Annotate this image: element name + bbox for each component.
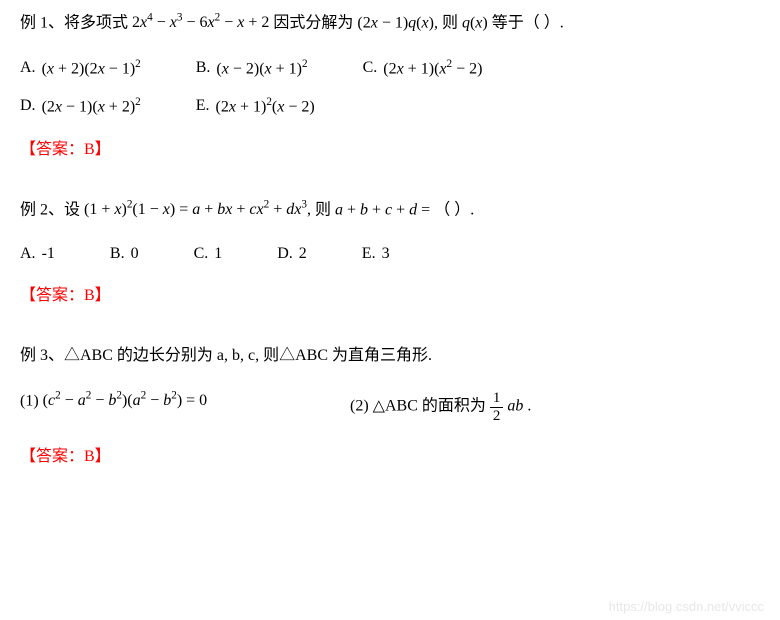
opt-label: B. bbox=[110, 245, 125, 263]
opt-text: (2x + 1)(x2 − 2) bbox=[383, 58, 482, 78]
opt-label: C. bbox=[363, 59, 378, 77]
opt-label: A. bbox=[20, 245, 36, 263]
opt-text: (x + 2)(2x − 1)2 bbox=[42, 58, 141, 78]
q1-post: 则 bbox=[442, 14, 458, 31]
opt-label: C. bbox=[194, 245, 209, 263]
q1-opt-b: B. (x − 2)(x + 1)2 bbox=[196, 58, 308, 78]
opt-text: (x − 2)(x + 1)2 bbox=[216, 58, 307, 78]
sub2-post: ab . bbox=[507, 398, 531, 415]
opt-text: 1 bbox=[214, 245, 222, 263]
sub2-frac: 1 2 bbox=[490, 390, 504, 424]
opt-label: E. bbox=[196, 97, 210, 115]
question-1: 例 1、将多项式 2x4 − x3 − 6x2 − x + 2 因式分解为 (2… bbox=[20, 10, 760, 159]
q3-answer: 【答案：B】 bbox=[20, 442, 760, 466]
q1-stem: 例 1、将多项式 2x4 − x3 − 6x2 − x + 2 因式分解为 (2… bbox=[20, 10, 760, 36]
opt-text: (2x − 1)(x + 2)2 bbox=[42, 96, 141, 116]
q1-opt-e: E. (2x + 1)2(x − 2) bbox=[196, 96, 315, 116]
opt-label: D. bbox=[277, 245, 293, 263]
question-2: 例 2、设 (1 + x)2(1 − x) = a + bx + cx2 + d… bbox=[20, 197, 760, 305]
opt-label: D. bbox=[20, 97, 36, 115]
q3-sub2: (2) △ABC 的面积为 1 2 ab . bbox=[350, 390, 531, 424]
q2-opt-b: B. 0 bbox=[110, 245, 139, 263]
sub2-label: (2) bbox=[350, 398, 369, 415]
q3-stem: 例 3、△ABC 的边长分别为 a, b, c, 则△ABC 为直角三角形. bbox=[20, 343, 760, 369]
opt-text: 3 bbox=[382, 245, 390, 263]
q2-mid: 则 bbox=[315, 201, 331, 218]
q1-opt-c: C. (2x + 1)(x2 − 2) bbox=[363, 58, 483, 78]
q1-answer: 【答案：B】 bbox=[20, 135, 760, 159]
q3-subs: (1) (c2 − a2 − b2)(a2 − b2) = 0 (2) △ABC… bbox=[20, 390, 760, 424]
q2-answer: 【答案：B】 bbox=[20, 281, 760, 305]
q1-opt-a: A. (x + 2)(2x − 1)2 bbox=[20, 58, 141, 78]
q1-options-row1: A. (x + 2)(2x − 1)2 B. (x − 2)(x + 1)2 C… bbox=[20, 58, 760, 78]
sub1-expr: (c2 − a2 − b2)(a2 − b2) = 0 bbox=[43, 392, 208, 409]
q2-pre: 例 2、设 bbox=[20, 201, 80, 218]
opt-label: A. bbox=[20, 59, 36, 77]
q2-opt-e: E. 3 bbox=[362, 245, 390, 263]
watermark: https://blog.csdn.net/vviccc bbox=[609, 599, 764, 614]
q1-end: 等于（ ）. bbox=[492, 14, 564, 31]
q1-expr1: 2x4 − x3 − 6x2 − x + 2 bbox=[132, 14, 269, 31]
sub1-label: (1) bbox=[20, 392, 39, 409]
opt-text: 2 bbox=[299, 245, 307, 263]
opt-text: (2x + 1)2(x − 2) bbox=[216, 96, 315, 116]
q1-mid: 因式分解为 bbox=[273, 14, 353, 31]
q1-opt-d: D. (2x − 1)(x + 2)2 bbox=[20, 96, 141, 116]
opt-label: B. bbox=[196, 59, 211, 77]
q1-pre: 例 1、将多项式 bbox=[20, 14, 128, 31]
q1-expr2: (2x − 1)q(x), bbox=[357, 14, 438, 31]
q2-stem: 例 2、设 (1 + x)2(1 − x) = a + bx + cx2 + d… bbox=[20, 197, 760, 223]
question-3: 例 3、△ABC 的边长分别为 a, b, c, 则△ABC 为直角三角形. (… bbox=[20, 343, 760, 467]
q2-opt-a: A. -1 bbox=[20, 245, 55, 263]
q2-opt-d: D. 2 bbox=[277, 245, 307, 263]
sub2-text: △ABC 的面积为 bbox=[373, 398, 486, 415]
q3-sub1: (1) (c2 − a2 − b2)(a2 − b2) = 0 bbox=[20, 390, 350, 424]
q2-options: A. -1 B. 0 C. 1 D. 2 E. 3 bbox=[20, 245, 760, 263]
q2-expr2: a + b + c + d = bbox=[335, 201, 430, 218]
frac-den: 2 bbox=[490, 408, 504, 425]
frac-num: 1 bbox=[490, 390, 504, 408]
q2-expr1: (1 + x)2(1 − x) = a + bx + cx2 + dx3, bbox=[84, 201, 311, 218]
opt-text: -1 bbox=[42, 245, 55, 263]
q2-end: （ ）. bbox=[434, 201, 474, 218]
opt-label: E. bbox=[362, 245, 376, 263]
q1-options-row2: D. (2x − 1)(x + 2)2 E. (2x + 1)2(x − 2) bbox=[20, 96, 760, 116]
q2-opt-c: C. 1 bbox=[194, 245, 223, 263]
opt-text: 0 bbox=[131, 245, 139, 263]
q1-expr3: q(x) bbox=[462, 14, 488, 31]
